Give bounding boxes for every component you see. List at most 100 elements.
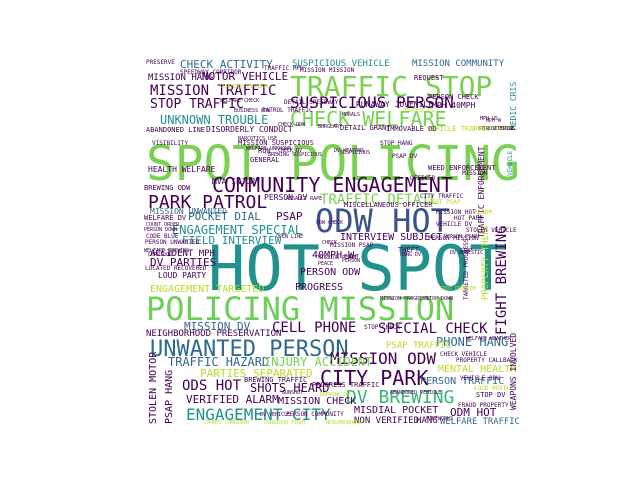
word-odw-check: ODW CHECK xyxy=(316,220,343,226)
word-corridor-mission: CORRIDOR MISSION xyxy=(220,84,268,90)
word-mph-w: MPH W xyxy=(486,118,502,124)
word-person-odw: PERSON ODW xyxy=(300,267,361,278)
word-welfare-weather: WELFARE WEATHER xyxy=(466,336,512,342)
word-unwanted-person: UNWANTED PERSON xyxy=(150,337,349,362)
word-cell-phone: CELL PHONE xyxy=(272,320,356,336)
word-abandoned-vehicle: ABANDONED VEHICLE xyxy=(390,390,441,396)
word-officer: OFFICER xyxy=(410,175,436,182)
word-traffic-enforcement: TRAFFIC ENFORCEMENT xyxy=(477,146,486,238)
word-mph-vs: MPH VS xyxy=(480,116,498,122)
word-mission-community: MISSION COMMUNITY xyxy=(412,59,505,69)
word-engagement-special: ENGAGEMENT SPECIAL xyxy=(172,223,302,237)
word-located-recovered: LOCATED RECOVERED xyxy=(145,265,207,272)
word-neighborhood-preservation: NEIGHBORHOOD PRESERVATION xyxy=(146,329,281,339)
word-interview-subject: INTERVIEW SUBJECT xyxy=(340,232,442,243)
word-open-line: OPEN LINE xyxy=(276,234,303,240)
word-dv-weapons: DV WEAPONS xyxy=(334,148,364,154)
word-traffic-vs: TRAFFIC VS xyxy=(404,108,434,114)
word-stop-hang: STOP HANG xyxy=(380,140,413,147)
word-hang-dv: HANG DV xyxy=(400,252,421,258)
word-misdial-pocket: MISDIAL POCKET xyxy=(354,405,438,416)
word-person-mission: PERSON MISSION xyxy=(428,235,479,242)
word-psap-hang: PSAP HANG xyxy=(164,370,175,424)
word-welfare-traffic: WELFARE TRAFFIC xyxy=(440,417,520,427)
word-check-activity: CHECK ACTIVITY xyxy=(180,58,273,71)
word-mental-health: MENTAL HEALTH xyxy=(438,364,516,375)
word-engagement-city: ENGAGEMENT CITY xyxy=(186,405,331,424)
word-person: PERSON xyxy=(342,258,360,264)
word-request: REQUEST xyxy=(414,74,444,82)
word-visibility: VISIBILITY xyxy=(152,140,189,147)
word-gunshot: GUNSHOT xyxy=(282,390,303,396)
word-welfare-check: WELFARE CHECK xyxy=(220,98,259,104)
word-check: CHECK xyxy=(322,240,337,246)
word-vehicle-traffic: VEHICLE TRAFFIC xyxy=(427,125,490,133)
word-stop-dv: STOP DV xyxy=(476,391,506,399)
word-special-check: SPECIAL CHECK xyxy=(378,321,488,337)
word-mission: MISSION xyxy=(462,170,488,177)
word-fireworks: FIREWORKS xyxy=(426,416,453,422)
word-person-traffic: PERSON TRAFFIC xyxy=(420,376,504,387)
word-person-down: PERSON DOWN xyxy=(144,227,177,233)
word-person-community: PERSON COMMUNITY xyxy=(286,411,344,418)
word-check-odw: CHECK ODW xyxy=(278,122,306,128)
word-check-welfare: CHECK WELFARE xyxy=(290,107,447,131)
word-suspicious-person: SUSPICIOUS PERSON xyxy=(290,93,454,112)
word-shots-heard: SHOTS HEARD xyxy=(250,381,329,395)
word-code-blue: CODE BLUE xyxy=(146,233,179,240)
word-theft: THEFT xyxy=(398,246,420,254)
word-immovable-od: IMMOVABLE OD xyxy=(386,125,437,133)
word-hot-spot: HOT SPOT xyxy=(208,232,507,305)
word-peace: PEACE xyxy=(318,261,333,267)
word-loitering: LOITERING xyxy=(488,126,515,132)
word-mission-dv: MISSION DV xyxy=(184,320,251,333)
word-brewing-suspicious: BREWING SUSPICIOUS xyxy=(268,152,322,158)
word-park-patrol: PARK PATROL xyxy=(148,192,267,213)
word-mission-mission: MISSION MISSION xyxy=(300,67,355,74)
word-non-verified: NON VERIFIED xyxy=(354,416,419,426)
word-welfare-brewing: WELFARE BREWING xyxy=(144,248,189,254)
word-fight: FIGHT xyxy=(344,254,359,260)
word-vehicle-odw: VEHICLE ODW xyxy=(460,375,500,382)
word-loud-music: LOUD MUSIC xyxy=(474,385,511,392)
word-psap-dv: PSAP DV xyxy=(392,153,418,160)
word-city-park: CITY PARK xyxy=(320,366,428,390)
word-abandoned-line: ABANDONED LINE xyxy=(146,126,205,134)
word-detail-grant: DETAIL GRANT xyxy=(340,124,391,132)
word-stolen-motor: STOLEN MOTOR xyxy=(148,351,159,424)
word-stop-traffic: STOP TRAFFIC xyxy=(150,97,244,112)
word-mph-40mph: MPH 40MPH xyxy=(432,101,476,110)
word-traffic-detail: TRAFFIC DETAIL xyxy=(320,192,438,208)
word-cloud-background xyxy=(146,58,520,424)
word-spot-psap: SPOT PSAP xyxy=(428,199,461,206)
word-welfare-unknown: WELFARE UNKNOWN xyxy=(246,146,291,152)
word-mission-peace: MISSION PEACE xyxy=(318,255,357,261)
word-brewing-odw: BREWING ODW xyxy=(144,184,191,192)
word-fraud-property: FRAUD PROPERTY xyxy=(458,402,509,409)
word-ods-hot: ODS HOT xyxy=(182,378,242,394)
word-mission-unwanted: MISSION UNWANTED xyxy=(150,207,227,216)
word-morals: MORALS xyxy=(342,112,360,118)
word-mva-injury: MVA INJURY xyxy=(212,177,260,186)
word-phone-hang: PHONE HANG xyxy=(436,335,508,349)
word-dv-parties: DV PARTIES xyxy=(150,256,216,269)
word-hang: HANG xyxy=(416,416,438,426)
word-property-callback: PROPERTY CALLBACK xyxy=(456,357,518,364)
word-progress-traffic: PROGRESS TRAFFIC xyxy=(312,381,379,389)
word-speedway-corridor: SPEEDWAY CORRIDOR xyxy=(180,69,242,76)
word-stop-speedway: STOP SPEEDWAY xyxy=(472,126,511,132)
word-corridor: CORRIDOR xyxy=(148,252,173,258)
word-pocket-dial: POCKET DIAL xyxy=(188,210,261,223)
word-miscellaneous-officer: MISCELLANEOUS OFFICER xyxy=(344,201,433,209)
word-mission-check: MISSION CHECK xyxy=(278,396,356,407)
word-field-interview: FIELD INTERVIEW xyxy=(182,234,282,247)
word-mission-hot: MISSION HOT xyxy=(436,209,476,216)
word-medic-cris: MEDIC CRIS xyxy=(509,82,518,130)
word-fight-brewing: FIGHT BREWING xyxy=(494,225,510,335)
word-accident-mph: ACCIDENT MPH xyxy=(150,249,215,259)
word-preserve: PRESERVE xyxy=(146,59,175,66)
word-targeted-progress: TARGETED PROGRESS xyxy=(463,238,470,300)
word-mission-hang: MISSION HANG xyxy=(148,73,213,83)
